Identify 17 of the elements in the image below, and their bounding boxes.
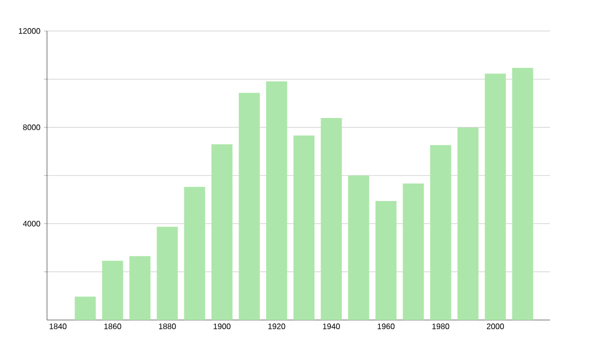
bar — [129, 256, 150, 320]
bar — [102, 260, 124, 320]
bar — [457, 128, 479, 320]
bar — [293, 136, 314, 320]
bar — [238, 92, 260, 320]
bar — [375, 201, 397, 320]
bar — [402, 183, 424, 320]
bar — [211, 144, 232, 320]
bar — [348, 176, 370, 320]
bar — [266, 81, 288, 320]
bar — [320, 118, 342, 320]
bar — [484, 74, 506, 320]
bar — [74, 296, 96, 320]
bar — [156, 226, 178, 320]
bar — [184, 186, 206, 320]
bar — [512, 68, 534, 320]
bar — [430, 145, 452, 320]
